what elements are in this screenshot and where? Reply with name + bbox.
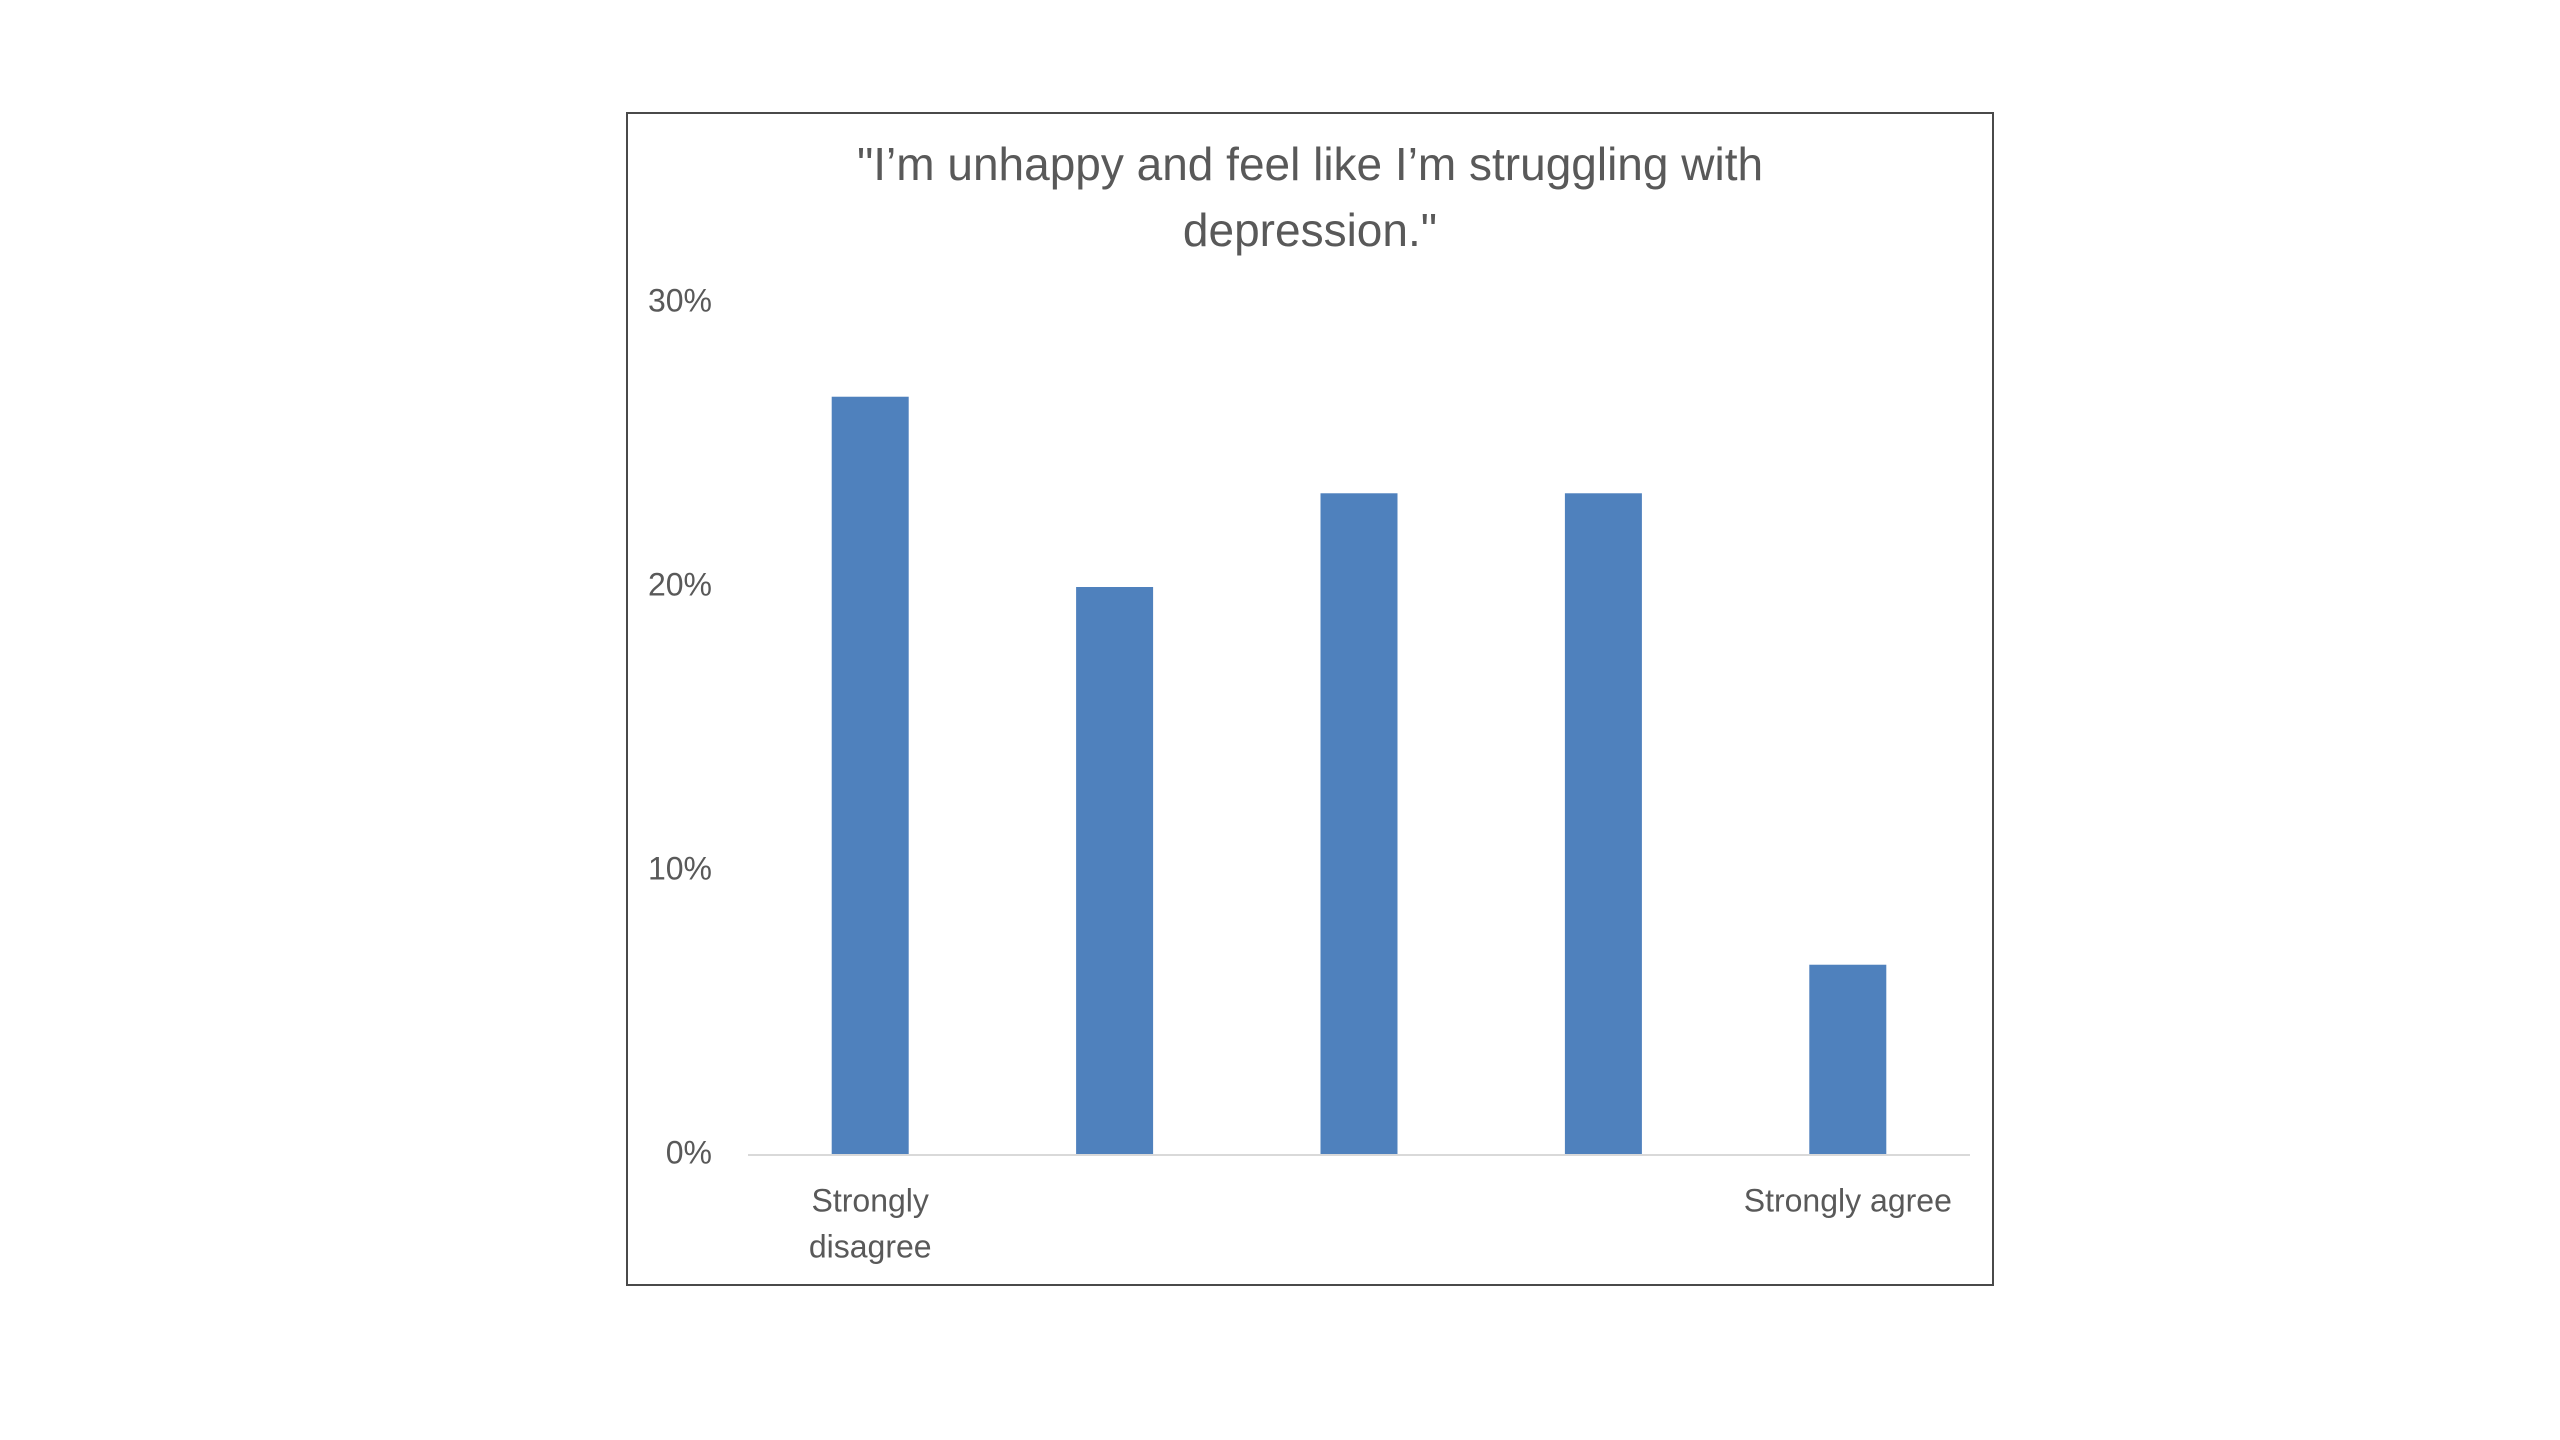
y-tick-label: 10% (648, 850, 712, 886)
bar (1320, 493, 1398, 1155)
chart-title-line: depression." (1183, 204, 1437, 256)
bar (1076, 587, 1154, 1155)
y-tick-label: 0% (666, 1134, 712, 1170)
bar (1809, 964, 1887, 1155)
x-category-label: Strongly (812, 1182, 929, 1218)
bars (831, 396, 1887, 1156)
x-category-label: disagree (809, 1228, 932, 1264)
x-category-label: Strongly agree (1744, 1182, 1952, 1218)
chart-title: "I’m unhappy and feel like I’m strugglin… (857, 138, 1763, 256)
x-axis-categories: Strongly disagree Strongly agree (809, 1182, 1952, 1264)
bar (831, 396, 909, 1156)
y-tick-label: 20% (648, 566, 712, 602)
chart-title-line: "I’m unhappy and feel like I’m strugglin… (857, 138, 1763, 190)
y-axis-ticks: 0% 10% 20% 30% (648, 282, 712, 1170)
bar (1564, 493, 1642, 1155)
y-tick-label: 30% (648, 282, 712, 318)
